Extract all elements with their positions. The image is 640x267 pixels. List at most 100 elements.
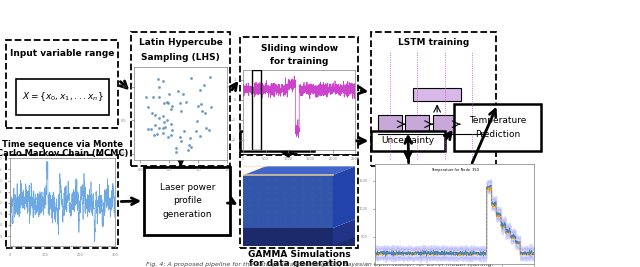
Point <box>162 100 172 104</box>
Predicted temperature <box>481 251 488 254</box>
Point <box>178 92 188 97</box>
Point <box>154 85 164 89</box>
Actual temperature <box>499 227 506 230</box>
Bar <box>6 155 118 248</box>
Point <box>157 126 168 130</box>
Point <box>161 118 172 122</box>
Bar <box>433 115 457 134</box>
Bar <box>460 115 484 134</box>
Point <box>159 101 170 105</box>
Actual temperature <box>486 183 494 187</box>
Text: Prediction: Prediction <box>475 130 520 139</box>
Bar <box>240 131 314 151</box>
Text: Latin Hypercube: Latin Hypercube <box>139 38 223 47</box>
Point <box>185 136 195 140</box>
Point <box>193 104 204 108</box>
Bar <box>240 155 358 248</box>
Point <box>166 133 176 138</box>
Bar <box>131 32 230 166</box>
Point <box>184 143 194 148</box>
Point <box>160 124 170 129</box>
Bar <box>144 167 230 235</box>
Predicted temperature <box>436 253 444 256</box>
Predicted temperature <box>531 255 538 258</box>
Actual temperature <box>371 251 379 254</box>
Point <box>176 139 186 144</box>
Actual temperature <box>387 254 395 257</box>
Text: Features: Features <box>257 136 296 145</box>
Polygon shape <box>243 175 333 228</box>
Point <box>175 101 185 105</box>
Bar <box>16 79 109 115</box>
Point <box>158 114 168 118</box>
Text: Carlo Markov Chain (MCMC): Carlo Markov Chain (MCMC) <box>0 149 128 158</box>
Point <box>205 75 215 80</box>
Point <box>167 128 177 132</box>
Predicted temperature <box>495 213 503 217</box>
Predicted temperature <box>387 250 395 254</box>
Bar <box>378 115 402 134</box>
Text: Input variable range: Input variable range <box>10 49 115 58</box>
Text: Fig. 4: A proposed pipeline for the data generation using LHS, Bayesian Optimiza: Fig. 4: A proposed pipeline for the data… <box>146 262 494 267</box>
Point <box>164 92 174 97</box>
Point <box>191 129 201 133</box>
Actual temperature <box>496 212 504 215</box>
Actual temperature <box>442 253 449 257</box>
Point <box>157 131 168 135</box>
Line: Predicted temperature: Predicted temperature <box>375 186 534 257</box>
Text: Time sequence via Monte: Time sequence via Monte <box>2 140 123 149</box>
Bar <box>371 32 496 166</box>
Point <box>175 135 186 139</box>
Point <box>152 132 163 136</box>
Point <box>199 83 209 88</box>
Point <box>183 148 193 152</box>
Point <box>186 145 196 149</box>
Point <box>154 126 164 131</box>
Point <box>150 113 160 117</box>
Point <box>176 109 186 113</box>
Point <box>167 104 177 108</box>
Bar <box>371 131 445 151</box>
Text: for data generation: for data generation <box>250 259 349 267</box>
Point <box>163 101 173 106</box>
Text: Laser power: Laser power <box>159 183 215 192</box>
Predicted temperature <box>442 252 449 255</box>
Point <box>172 150 182 154</box>
Bar <box>454 104 541 151</box>
Polygon shape <box>243 228 355 246</box>
Point <box>153 77 163 81</box>
Text: profile: profile <box>173 197 202 205</box>
Point <box>154 95 164 99</box>
Point <box>166 107 177 111</box>
Point <box>205 105 216 109</box>
Polygon shape <box>333 219 355 246</box>
Text: $X = \{x_0, x_1, ... x_n\}$: $X = \{x_0, x_1, ... x_n\}$ <box>22 91 103 103</box>
Point <box>180 100 191 104</box>
Point <box>143 105 153 109</box>
Predicted temperature <box>371 252 379 255</box>
Point <box>154 116 164 120</box>
Actual temperature <box>481 253 488 256</box>
Point <box>195 88 205 92</box>
Actual temperature <box>423 255 431 258</box>
Text: Temperature for Node  350: Temperature for Node 350 <box>431 168 479 172</box>
Bar <box>6 40 118 128</box>
Text: Sliding window: Sliding window <box>260 44 338 53</box>
Bar <box>252 70 261 150</box>
Point <box>172 89 182 93</box>
Text: for training: for training <box>270 57 328 66</box>
Point <box>147 111 157 115</box>
Point <box>192 119 202 123</box>
Actual temperature <box>531 252 538 255</box>
Point <box>148 95 159 99</box>
Point <box>143 126 153 131</box>
Polygon shape <box>333 166 355 228</box>
Text: Uncertainty: Uncertainty <box>381 136 435 145</box>
Text: Temperature: Temperature <box>469 116 526 125</box>
Point <box>196 109 207 113</box>
Point <box>196 102 207 107</box>
Point <box>179 129 189 133</box>
Bar <box>405 115 429 134</box>
Point <box>146 127 156 131</box>
Point <box>204 128 214 132</box>
